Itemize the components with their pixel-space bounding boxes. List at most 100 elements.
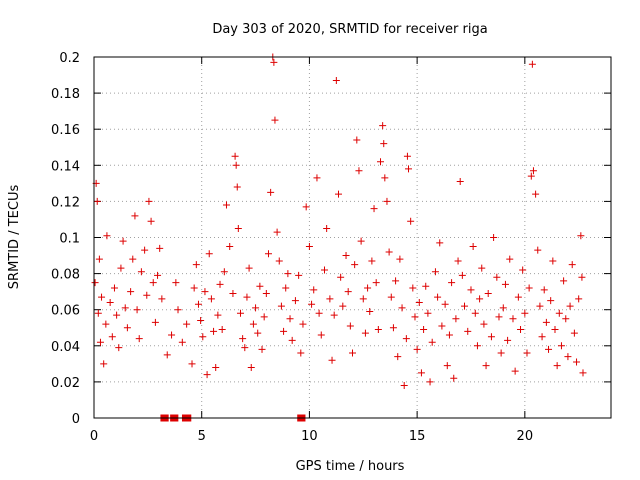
data-point (525, 284, 533, 292)
data-point (480, 320, 488, 328)
data-point (532, 190, 540, 198)
x-tick-label: 5 (198, 429, 206, 444)
data-point (578, 273, 586, 281)
data-point (151, 318, 159, 326)
data-point (210, 327, 218, 335)
data-point (417, 369, 425, 377)
y-tick-label: 0.2 (59, 51, 80, 66)
data-point (258, 345, 266, 353)
data-point (413, 345, 421, 353)
data-point (377, 158, 385, 166)
data-point (317, 331, 325, 339)
data-point (233, 183, 241, 191)
data-point (385, 248, 393, 256)
data-point (214, 311, 222, 319)
data-point (271, 116, 279, 124)
data-point (549, 257, 557, 265)
data-point (275, 257, 283, 265)
data-point (461, 302, 469, 310)
data-point (308, 300, 316, 308)
data-point (521, 309, 529, 317)
data-point (473, 342, 481, 350)
data-point (330, 311, 338, 319)
y-tick-label: 0.16 (51, 123, 80, 138)
data-point (562, 315, 570, 323)
data-point (129, 255, 137, 263)
data-point (344, 288, 352, 296)
data-point (93, 197, 101, 205)
data-point (270, 58, 278, 66)
data-point (566, 302, 574, 310)
data-point (249, 320, 257, 328)
data-point (332, 76, 340, 84)
data-point (280, 327, 288, 335)
data-point (464, 327, 472, 335)
data-point (380, 140, 388, 148)
data-point (98, 293, 106, 301)
x-tick-label: 10 (301, 429, 318, 444)
data-point (557, 342, 565, 350)
data-point (484, 289, 492, 297)
data-point (577, 232, 585, 240)
data-point (560, 277, 568, 285)
data-point (234, 224, 242, 232)
data-point (282, 284, 290, 292)
data-point (540, 286, 548, 294)
data-point (288, 336, 296, 344)
data-point (226, 243, 234, 251)
y-tick-label: 0 (72, 412, 80, 427)
data-point (163, 351, 171, 359)
data-point (218, 326, 226, 334)
data-point (547, 297, 555, 305)
data-point (302, 203, 310, 211)
data-point (487, 333, 495, 341)
data-point (381, 174, 389, 182)
data-point (243, 293, 251, 301)
data-point (504, 336, 512, 344)
data-point (201, 288, 209, 296)
x-tick-label: 15 (409, 429, 426, 444)
data-point (106, 298, 114, 306)
data-point (100, 360, 108, 368)
data-point (252, 304, 260, 312)
data-point (349, 349, 356, 357)
data-point (115, 344, 123, 352)
y-tick-label: 0.08 (51, 268, 80, 283)
data-point (203, 371, 211, 379)
data-point (394, 353, 402, 361)
data-point (355, 167, 363, 175)
data-point (284, 270, 292, 278)
x-axis-label: GPS time / hours (296, 459, 405, 474)
data-point (158, 295, 166, 303)
data-point (326, 295, 334, 303)
data-point (220, 268, 228, 276)
data-point (260, 313, 268, 321)
data-point (403, 152, 411, 160)
data-point (229, 289, 237, 297)
data-point (133, 306, 141, 314)
data-point (458, 271, 466, 279)
data-point (351, 261, 359, 269)
data-point (555, 309, 563, 317)
data-point (536, 302, 544, 310)
data-point (190, 284, 198, 292)
data-point (573, 358, 581, 366)
data-point (277, 302, 285, 310)
data-point (131, 212, 139, 220)
data-point (364, 284, 372, 292)
data-point (236, 309, 244, 317)
data-point (499, 304, 507, 312)
data-point (370, 205, 378, 213)
y-tick-label: 0.18 (51, 87, 80, 102)
data-point (315, 309, 323, 317)
data-points (91, 53, 587, 422)
data-point (407, 217, 415, 225)
data-point (383, 197, 391, 205)
data-point (476, 295, 484, 303)
data-point (469, 243, 477, 251)
data-point (422, 282, 430, 290)
data-point (286, 315, 294, 323)
data-point (299, 320, 307, 328)
data-point (519, 266, 527, 274)
